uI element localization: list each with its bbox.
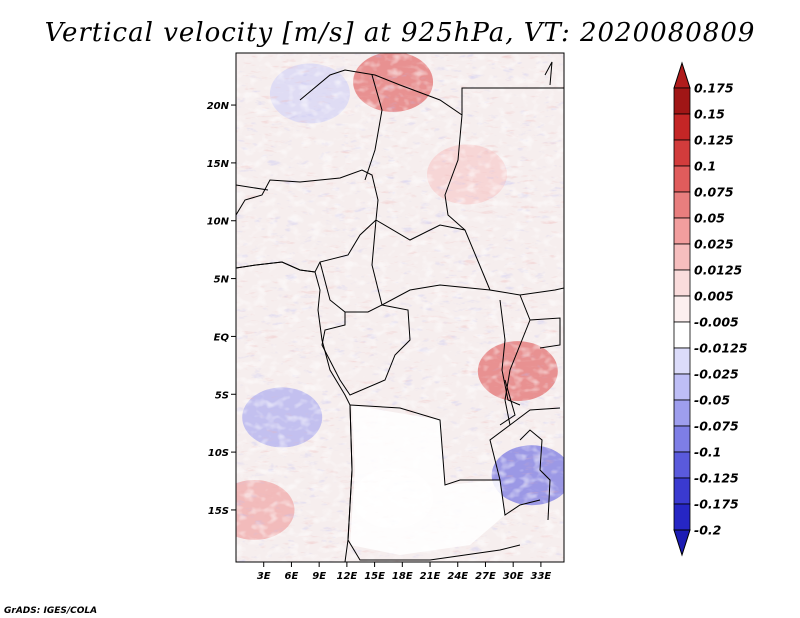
- colorbar: 0.175 0.15 0.125 0.1 0.075 0.05 0.025 0.0125 0.0…: [673, 61, 748, 557]
- colorbar-swatch: [673, 217, 691, 245]
- x-tick-label: 24E: [447, 571, 468, 582]
- colorbar-swatch: [673, 191, 691, 219]
- colorbar-label: -0.05: [694, 393, 730, 408]
- y-tick-label: 15N: [207, 159, 230, 170]
- y-axis-ticks: 20N 15N 10N 5N EQ 5S 10S 15S: [207, 101, 236, 517]
- colorbar-label: 0.025: [694, 237, 734, 252]
- plot-area: [236, 53, 564, 562]
- x-tick-label: 3E: [257, 571, 271, 582]
- x-tick-label: 33E: [531, 571, 552, 582]
- colorbar-label: -0.0125: [694, 341, 748, 356]
- x-tick-label: 6E: [285, 571, 299, 582]
- plot-frame: [235, 52, 565, 563]
- x-tick-label: 12E: [336, 571, 357, 582]
- colorbar-label: -0.175: [694, 497, 739, 512]
- colorbar-label: 0.1: [694, 159, 716, 174]
- x-tick-label: 21E: [420, 571, 441, 582]
- y-tick-label: 20N: [207, 101, 230, 112]
- colorbar-swatch: [673, 295, 691, 323]
- colorbar-label-min: -0.2: [694, 523, 721, 538]
- calm-region: [350, 405, 505, 555]
- colorbar-swatch: [673, 399, 691, 427]
- colorbar-swatch: [673, 165, 691, 193]
- colorbar-label: -0.125: [694, 471, 739, 486]
- colorbar-label: 0.005: [694, 289, 734, 304]
- y-tick-label: 15S: [208, 506, 229, 517]
- colorbar-label: 0.15: [694, 107, 725, 122]
- x-tick-label: 30E: [503, 571, 524, 582]
- colorbar-swatch: [673, 87, 691, 115]
- y-tick-label: EQ: [214, 332, 230, 343]
- colorbar-swatch: [673, 477, 691, 505]
- colorbar-swatch: [673, 243, 691, 271]
- y-tick-label: 5S: [215, 390, 229, 401]
- colorbar-swatch: [673, 321, 691, 349]
- y-tick-label: 10N: [207, 217, 230, 228]
- colorbar-max-arrow: [673, 61, 691, 89]
- colorbar-label: -0.1: [694, 445, 721, 460]
- colorbar-swatch: [673, 347, 691, 375]
- colorbar-label: -0.005: [694, 315, 739, 330]
- x-axis-ticks: 3E 6E 9E 12E 15E 18E 21E 24E 27E 30E 33E: [257, 562, 552, 582]
- y-tick-label: 5N: [214, 275, 230, 286]
- x-tick-label: 18E: [392, 571, 413, 582]
- colorbar-label: 0.075: [694, 185, 734, 200]
- colorbar-label: -0.075: [694, 419, 739, 434]
- colorbar-swatch: [673, 451, 691, 479]
- colorbar-swatch: [673, 373, 691, 401]
- colorbar-label-max: 0.175: [694, 81, 734, 96]
- grads-credit: GrADS: IGES/COLA: [4, 606, 97, 616]
- colorbar-label: 0.05: [694, 211, 725, 226]
- country-borders: [236, 61, 564, 561]
- colorbar-swatch: [673, 139, 691, 167]
- colorbar-label: 0.0125: [694, 263, 743, 278]
- x-tick-label: 15E: [364, 571, 385, 582]
- y-tick-label: 10S: [208, 448, 229, 459]
- colorbar-swatch: [673, 269, 691, 297]
- colorbar-swatch: [673, 503, 691, 531]
- x-tick-label: 9E: [312, 571, 326, 582]
- chart-title: Vertical velocity [m/s] at 925hPa, VT: 2…: [45, 18, 756, 48]
- colorbar-swatch: [673, 113, 691, 141]
- colorbar-swatch: [673, 425, 691, 453]
- colorbar-label: -0.025: [694, 367, 739, 382]
- x-tick-label: 27E: [475, 571, 496, 582]
- colorbar-label: 0.125: [694, 133, 734, 148]
- colorbar-min-arrow: [673, 529, 691, 557]
- coastline: [236, 261, 353, 562]
